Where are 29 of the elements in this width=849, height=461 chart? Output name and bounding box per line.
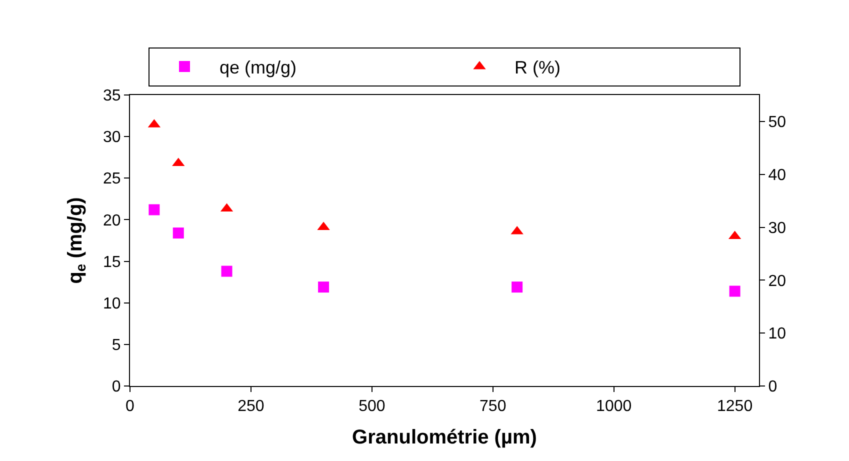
point — [172, 228, 184, 239]
point — [221, 266, 232, 277]
x-tick-label: 0 — [126, 398, 135, 416]
y-tick-label: 0 — [112, 378, 121, 396]
point — [729, 286, 740, 297]
y2-tick-label: 50 — [768, 114, 786, 132]
x-tick-label: 750 — [480, 398, 506, 416]
y-tick-label: 20 — [103, 212, 121, 230]
point — [318, 282, 330, 293]
y2-tick-label: 20 — [768, 272, 786, 290]
y-tick-label: 30 — [103, 129, 121, 146]
x-tick-label: 500 — [358, 398, 386, 416]
x-tick-label: 1000 — [596, 398, 632, 416]
point — [512, 282, 523, 293]
y-tick-label: 15 — [103, 254, 121, 271]
y-tick-label: 25 — [103, 170, 121, 188]
y-tick-label: 10 — [103, 295, 121, 312]
x-axis-title: Granulométrie (µm) — [352, 426, 537, 449]
y-tick-label: 5 — [112, 337, 121, 354]
y2-tick-label: 10 — [768, 326, 786, 343]
legend-label: qe (mg/g) — [220, 57, 297, 78]
point — [148, 204, 160, 216]
y2-tick-label: 0 — [768, 378, 778, 396]
x-tick-label: 250 — [238, 398, 264, 416]
y2-tick-label: 30 — [768, 220, 786, 237]
y-tick-label: 35 — [103, 88, 121, 105]
x-tick-label: 1250 — [717, 398, 753, 416]
y2-tick-label: 40 — [768, 166, 786, 184]
legend-label: R (%) — [514, 57, 560, 78]
